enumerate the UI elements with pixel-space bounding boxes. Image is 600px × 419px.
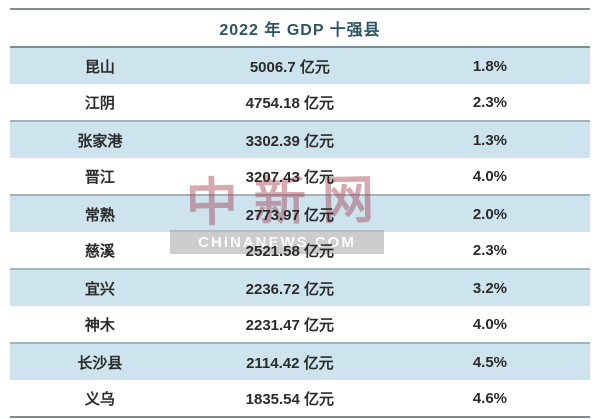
county-name: 常熟 [84,206,115,224]
page-title: 2022 年 GDP 十强县 [219,22,381,39]
group-separator [10,120,590,122]
county-name: 义乌 [84,390,115,408]
growth-rate: 2.3% [472,241,508,259]
growth-rate: 4.0% [472,167,508,185]
table-row: 江阴 4754.18 亿元 2.3% [10,84,590,120]
table-bottom-border [10,416,590,418]
group-separator [10,342,590,344]
county-name: 晋江 [84,168,115,186]
gdp-value: 3207.43 亿元 [245,168,335,186]
growth-rate: 4.5% [472,353,508,371]
gdp-value: 4754.18 亿元 [245,94,335,112]
county-name: 长沙县 [77,354,123,372]
gdp-table: 2022 年 GDP 十强县 昆山 5006.7 亿元 1.8% 江阴 4754… [10,0,590,418]
table-row: 昆山 5006.7 亿元 1.8% [10,48,590,84]
table-row: 常熟 2773.97 亿元 2.0% [10,196,590,232]
county-name: 神木 [84,316,115,334]
growth-rate: 2.3% [472,93,508,111]
table-row: 晋江 3207.43 亿元 4.0% [10,158,590,194]
growth-rate: 4.6% [472,389,508,407]
title-bottom-border [10,46,590,48]
group-separator [10,268,590,270]
growth-rate: 1.3% [472,131,508,149]
table-row: 神木 2231.47 亿元 4.0% [10,306,590,342]
table-row: 张家港 3302.39 亿元 1.3% [10,122,590,158]
gdp-value: 3302.39 亿元 [245,132,335,150]
gdp-value: 2231.47 亿元 [245,316,335,334]
county-name: 昆山 [84,58,115,76]
watermark-text-en: CHINANEWS.COM [198,233,356,251]
county-name: 宜兴 [84,280,115,298]
table-row: 长沙县 2114.42 亿元 4.5% [10,344,590,380]
county-name: 张家港 [77,132,123,150]
gdp-value: 2236.72 亿元 [245,280,335,298]
growth-rate: 3.2% [472,279,508,297]
group-separator [10,194,590,196]
county-name: 江阴 [84,94,115,112]
table-row: 义乌 1835.54 亿元 4.6% [10,380,590,416]
growth-rate: 4.0% [472,315,508,333]
gdp-value: 2114.42 亿元 [246,354,334,372]
gdp-value: 2521.58 亿元 [245,242,335,260]
table-top-border [10,8,590,10]
gdp-value: 5006.7 亿元 [249,58,330,76]
table-row: 宜兴 2236.72 亿元 3.2% [10,270,590,306]
watermark-band: CHINANEWS.COM [170,230,384,254]
gdp-value: 1835.54 亿元 [245,390,335,408]
growth-rate: 1.8% [472,57,508,75]
table-title-row: 2022 年 GDP 十强县 [10,10,590,46]
table-row: 慈溪 2521.58 亿元 2.3% [10,232,590,268]
gdp-value: 2773.97 亿元 [245,206,335,224]
growth-rate: 2.0% [472,205,508,223]
county-name: 慈溪 [84,242,115,260]
